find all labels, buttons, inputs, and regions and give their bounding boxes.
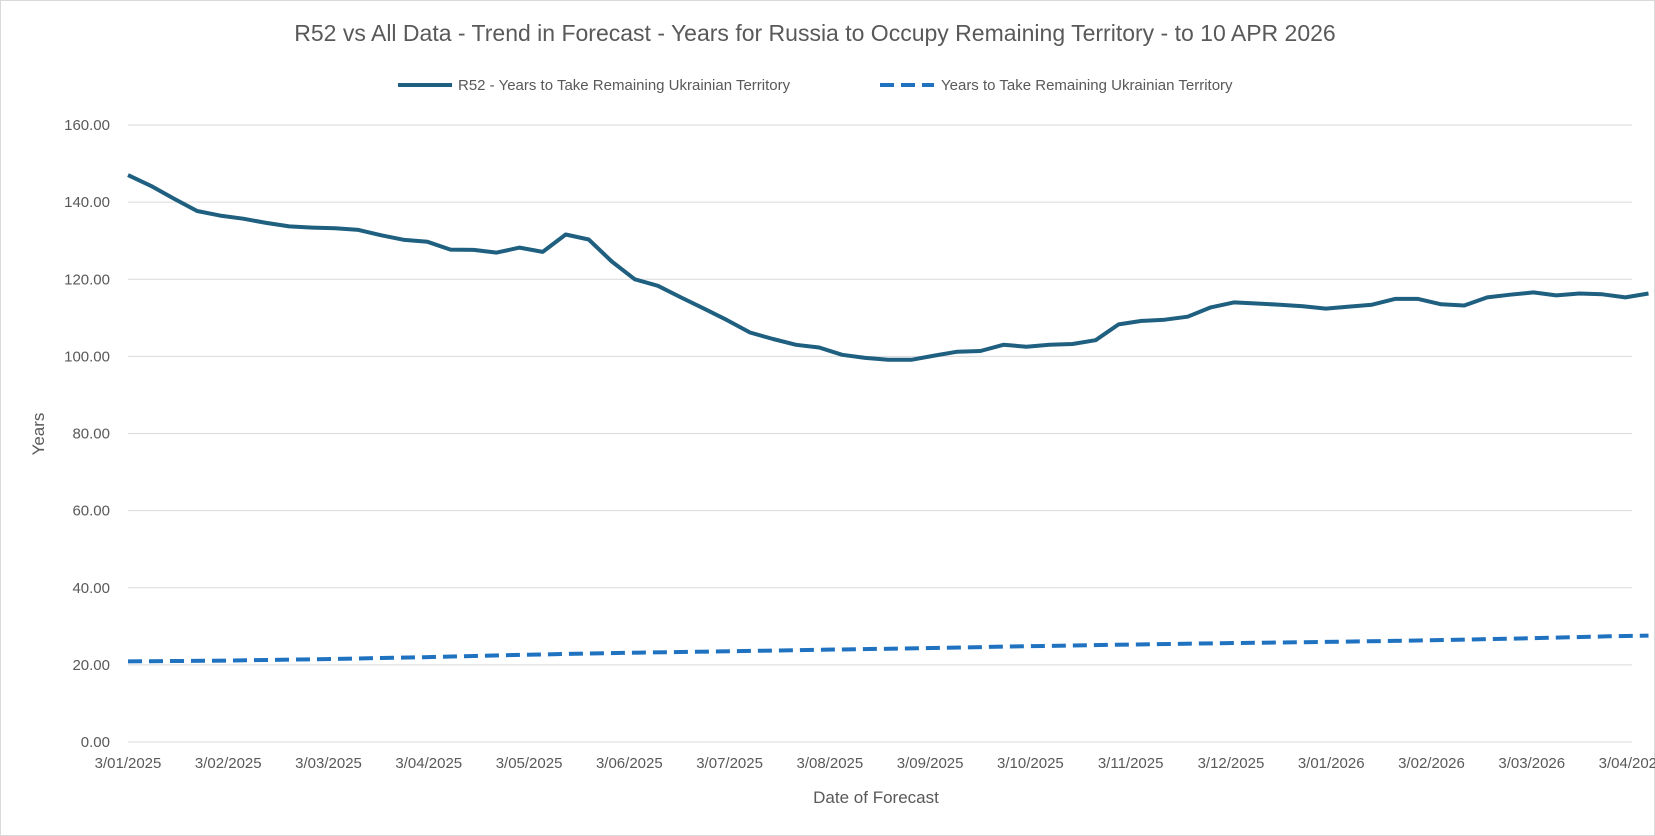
x-tick-label: 3/05/2025 — [496, 755, 563, 772]
y-tick-label: 40.00 — [72, 580, 110, 597]
y-tick-labels: 0.00 20.00 40.00 60.00 80.00 100.00 120.00 140.… — [64, 117, 110, 751]
x-tick-label: 3/03/2026 — [1498, 755, 1565, 772]
legend: R52 - Years to Take Remaining Ukrainian … — [398, 77, 1233, 94]
x-tick-label: 3/08/2025 — [796, 755, 863, 772]
x-tick-label: 3/06/2025 — [596, 755, 663, 772]
x-axis-label: Date of Forecast — [813, 788, 939, 807]
x-tick-label: 3/01/2025 — [95, 755, 162, 772]
legend-item-r52[interactable]: R52 - Years to Take Remaining Ukrainian … — [398, 77, 791, 94]
legend-item-all[interactable]: Years to Take Remaining Ukrainian Territ… — [880, 77, 1233, 94]
y-tick-label: 160.00 — [64, 117, 110, 134]
series-line-r52[interactable] — [127, 173, 1649, 362]
gridlines — [128, 124, 1632, 743]
x-tick-label: 3/04/2025 — [395, 755, 462, 772]
series-line-all-data[interactable] — [127, 633, 1649, 664]
x-tick-label: 3/04/2026 — [1599, 755, 1655, 772]
y-tick-label: 60.00 — [72, 503, 110, 520]
x-tick-label: 3/09/2025 — [897, 755, 964, 772]
y-axis-label: Years — [29, 413, 48, 456]
x-tick-label: 3/02/2025 — [195, 755, 262, 772]
y-tick-label: 20.00 — [72, 657, 110, 674]
y-tick-label: 0.00 — [81, 734, 110, 751]
x-tick-label: 3/10/2025 — [997, 755, 1064, 772]
x-tick-labels: 3/01/2025 3/02/2025 3/03/2025 3/04/2025 3/05… — [95, 755, 1655, 772]
x-tick-label: 3/12/2025 — [1198, 755, 1265, 772]
x-tick-label: 3/01/2026 — [1298, 755, 1365, 772]
y-tick-label: 140.00 — [64, 194, 110, 211]
y-tick-label: 120.00 — [64, 271, 110, 288]
x-tick-label: 3/07/2025 — [696, 755, 763, 772]
legend-label-r52: R52 - Years to Take Remaining Ukrainian … — [458, 77, 791, 94]
x-tick-label: 3/11/2025 — [1098, 755, 1164, 772]
legend-label-all: Years to Take Remaining Ukrainian Territ… — [941, 77, 1233, 94]
x-tick-label: 3/02/2026 — [1398, 755, 1465, 772]
x-tick-label: 3/03/2025 — [295, 755, 362, 772]
y-tick-label: 100.00 — [64, 348, 110, 365]
series-lines — [127, 173, 1649, 664]
y-tick-label: 80.00 — [72, 426, 110, 443]
chart-title: R52 vs All Data - Trend in Forecast - Ye… — [294, 20, 1335, 46]
